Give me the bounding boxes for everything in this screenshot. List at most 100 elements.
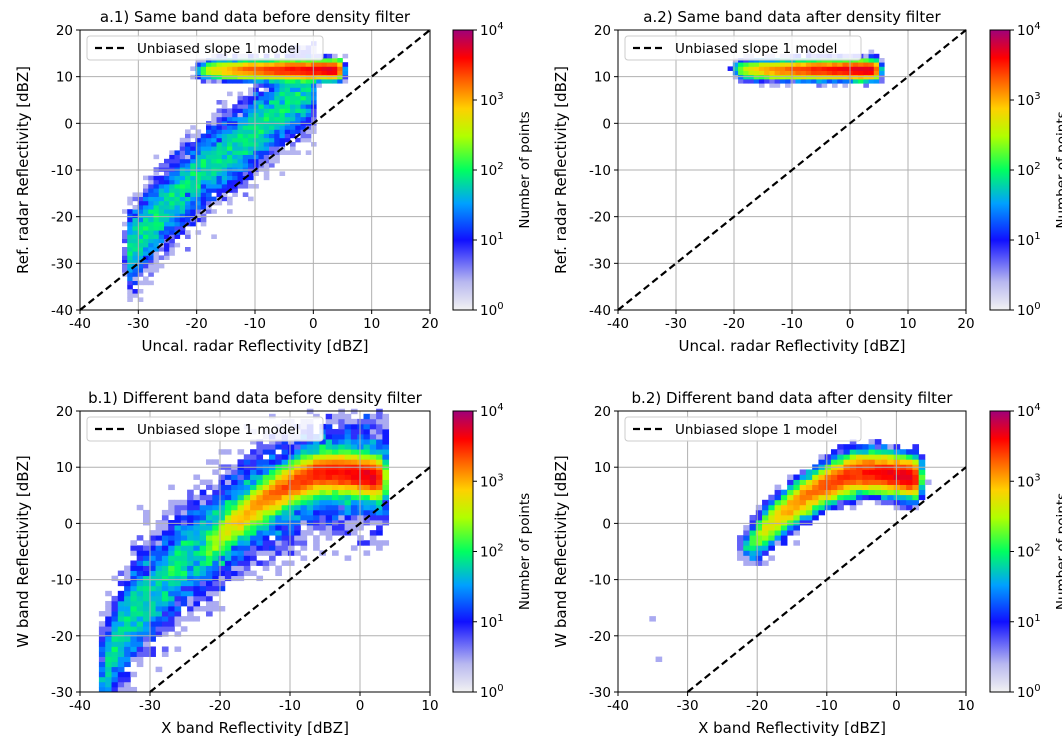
density-cell xyxy=(143,247,149,252)
density-cell xyxy=(858,66,864,71)
x-tick-label: 20 xyxy=(421,316,438,332)
density-cell xyxy=(306,454,314,460)
density-cell xyxy=(98,626,106,632)
density-cell xyxy=(132,192,139,197)
density-cell xyxy=(174,621,182,627)
density-cell xyxy=(350,459,358,465)
density-cell xyxy=(248,167,254,172)
density-cell xyxy=(193,504,201,511)
density-cell xyxy=(130,671,138,678)
density-cell xyxy=(136,555,144,561)
density-cell xyxy=(195,154,202,160)
density-cell xyxy=(130,641,138,647)
density-cell xyxy=(180,504,188,511)
density-cell xyxy=(185,179,191,185)
density-cell xyxy=(369,459,377,465)
density-cell xyxy=(180,550,188,556)
density-cell xyxy=(812,469,819,475)
density-cell xyxy=(224,479,232,485)
density-cell xyxy=(906,499,913,506)
density-cell xyxy=(768,499,775,506)
density-cell xyxy=(180,585,188,592)
density-cell xyxy=(218,520,226,526)
density-cell xyxy=(357,494,364,501)
density-cell xyxy=(206,79,212,84)
density-cell xyxy=(232,146,238,151)
density-cell xyxy=(179,217,186,223)
density-cell xyxy=(279,87,286,92)
density-cell xyxy=(774,70,781,76)
density-cell xyxy=(174,616,182,622)
y-tick-label: -30 xyxy=(51,256,73,272)
density-cell xyxy=(231,514,238,521)
density-cell xyxy=(232,125,238,130)
density-cell xyxy=(262,489,270,496)
density-cell xyxy=(332,454,339,460)
density-cell xyxy=(216,125,223,130)
density-cell xyxy=(224,545,232,551)
density-cell xyxy=(155,590,163,597)
density-cell xyxy=(224,555,232,561)
density-cell xyxy=(376,413,383,420)
density-cell xyxy=(124,606,131,612)
density-cell xyxy=(227,112,233,118)
density-cell xyxy=(369,489,377,496)
density-cell xyxy=(206,570,213,577)
density-cell xyxy=(253,158,259,164)
density-cell xyxy=(132,293,139,298)
density-cell xyxy=(179,221,186,227)
density-cell xyxy=(155,530,163,536)
density-cell xyxy=(830,459,838,465)
density-cell xyxy=(263,167,270,172)
density-cell xyxy=(300,70,307,76)
density-cell xyxy=(122,263,128,269)
density-cell xyxy=(168,540,175,546)
density-cell xyxy=(174,205,181,210)
density-cell xyxy=(849,479,857,485)
density-cell xyxy=(294,530,301,536)
density-cell xyxy=(306,499,314,506)
density-cell xyxy=(242,163,249,168)
density-cell xyxy=(174,550,182,556)
density-cell xyxy=(256,535,264,541)
density-cell xyxy=(237,525,245,531)
panel-title: b.2) Different band data after density f… xyxy=(632,389,954,407)
density-cell xyxy=(122,234,128,239)
density-cell xyxy=(161,631,169,637)
density-cell xyxy=(130,565,138,571)
density-cell xyxy=(737,540,744,546)
x-tick-label: -20 xyxy=(186,316,208,332)
density-cell xyxy=(212,575,219,582)
density-cell xyxy=(168,570,175,577)
density-cell xyxy=(111,651,119,657)
density-cells xyxy=(649,439,932,663)
density-cell xyxy=(250,555,257,561)
density-cell xyxy=(837,449,844,455)
density-cell xyxy=(179,200,186,206)
density-cell xyxy=(216,129,223,134)
density-cell xyxy=(363,469,371,475)
density-cell xyxy=(200,167,207,172)
density-cell xyxy=(187,595,194,602)
density-cell xyxy=(313,525,320,531)
density-cell xyxy=(862,489,869,496)
density-cell xyxy=(363,520,371,526)
density-cell xyxy=(655,656,663,663)
density-cell xyxy=(274,129,280,134)
density-cell xyxy=(263,137,270,143)
density-cell xyxy=(294,454,301,460)
density-cell xyxy=(344,494,352,501)
density-cell xyxy=(124,565,131,571)
density-cell xyxy=(224,520,232,526)
colorbar-tick-label: 104 xyxy=(480,402,504,420)
density-cell xyxy=(780,525,788,531)
density-cell xyxy=(275,439,282,445)
density-cell xyxy=(332,474,339,480)
reference-line xyxy=(686,466,967,693)
density-cell xyxy=(117,656,125,663)
density-cell xyxy=(755,504,763,511)
density-cell xyxy=(168,555,175,561)
density-cell xyxy=(161,575,169,582)
density-cell xyxy=(221,175,228,181)
density-cell xyxy=(326,62,333,67)
